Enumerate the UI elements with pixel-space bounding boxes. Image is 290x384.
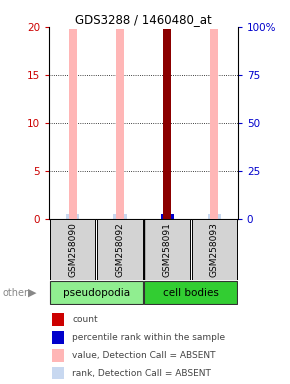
Bar — [144, 220, 190, 280]
Text: GSM258091: GSM258091 — [163, 222, 172, 277]
Bar — [66, 214, 79, 219]
Text: GSM258092: GSM258092 — [115, 222, 124, 277]
Text: pseudopodia: pseudopodia — [63, 288, 130, 298]
Bar — [69, 29, 77, 219]
Bar — [52, 349, 64, 362]
Bar — [113, 214, 126, 219]
Text: percentile rank within the sample: percentile rank within the sample — [72, 333, 226, 342]
Text: cell bodies: cell bodies — [163, 288, 219, 298]
Text: count: count — [72, 315, 98, 324]
Bar — [210, 29, 218, 219]
Bar — [116, 29, 124, 219]
Bar — [144, 281, 237, 304]
Title: GDS3288 / 1460480_at: GDS3288 / 1460480_at — [75, 13, 212, 26]
Bar — [52, 331, 64, 344]
Bar — [50, 281, 143, 304]
Bar — [208, 214, 221, 219]
Text: GSM258090: GSM258090 — [68, 222, 77, 277]
Bar — [163, 29, 171, 219]
Bar — [192, 220, 237, 280]
Bar — [50, 220, 95, 280]
Bar — [52, 313, 64, 326]
Text: ▶: ▶ — [28, 288, 36, 298]
Bar — [161, 214, 174, 219]
Text: value, Detection Call = ABSENT: value, Detection Call = ABSENT — [72, 351, 216, 360]
Bar — [52, 367, 64, 379]
Text: other: other — [3, 288, 29, 298]
Text: GSM258093: GSM258093 — [210, 222, 219, 277]
Bar — [97, 220, 143, 280]
Text: rank, Detection Call = ABSENT: rank, Detection Call = ABSENT — [72, 369, 211, 377]
